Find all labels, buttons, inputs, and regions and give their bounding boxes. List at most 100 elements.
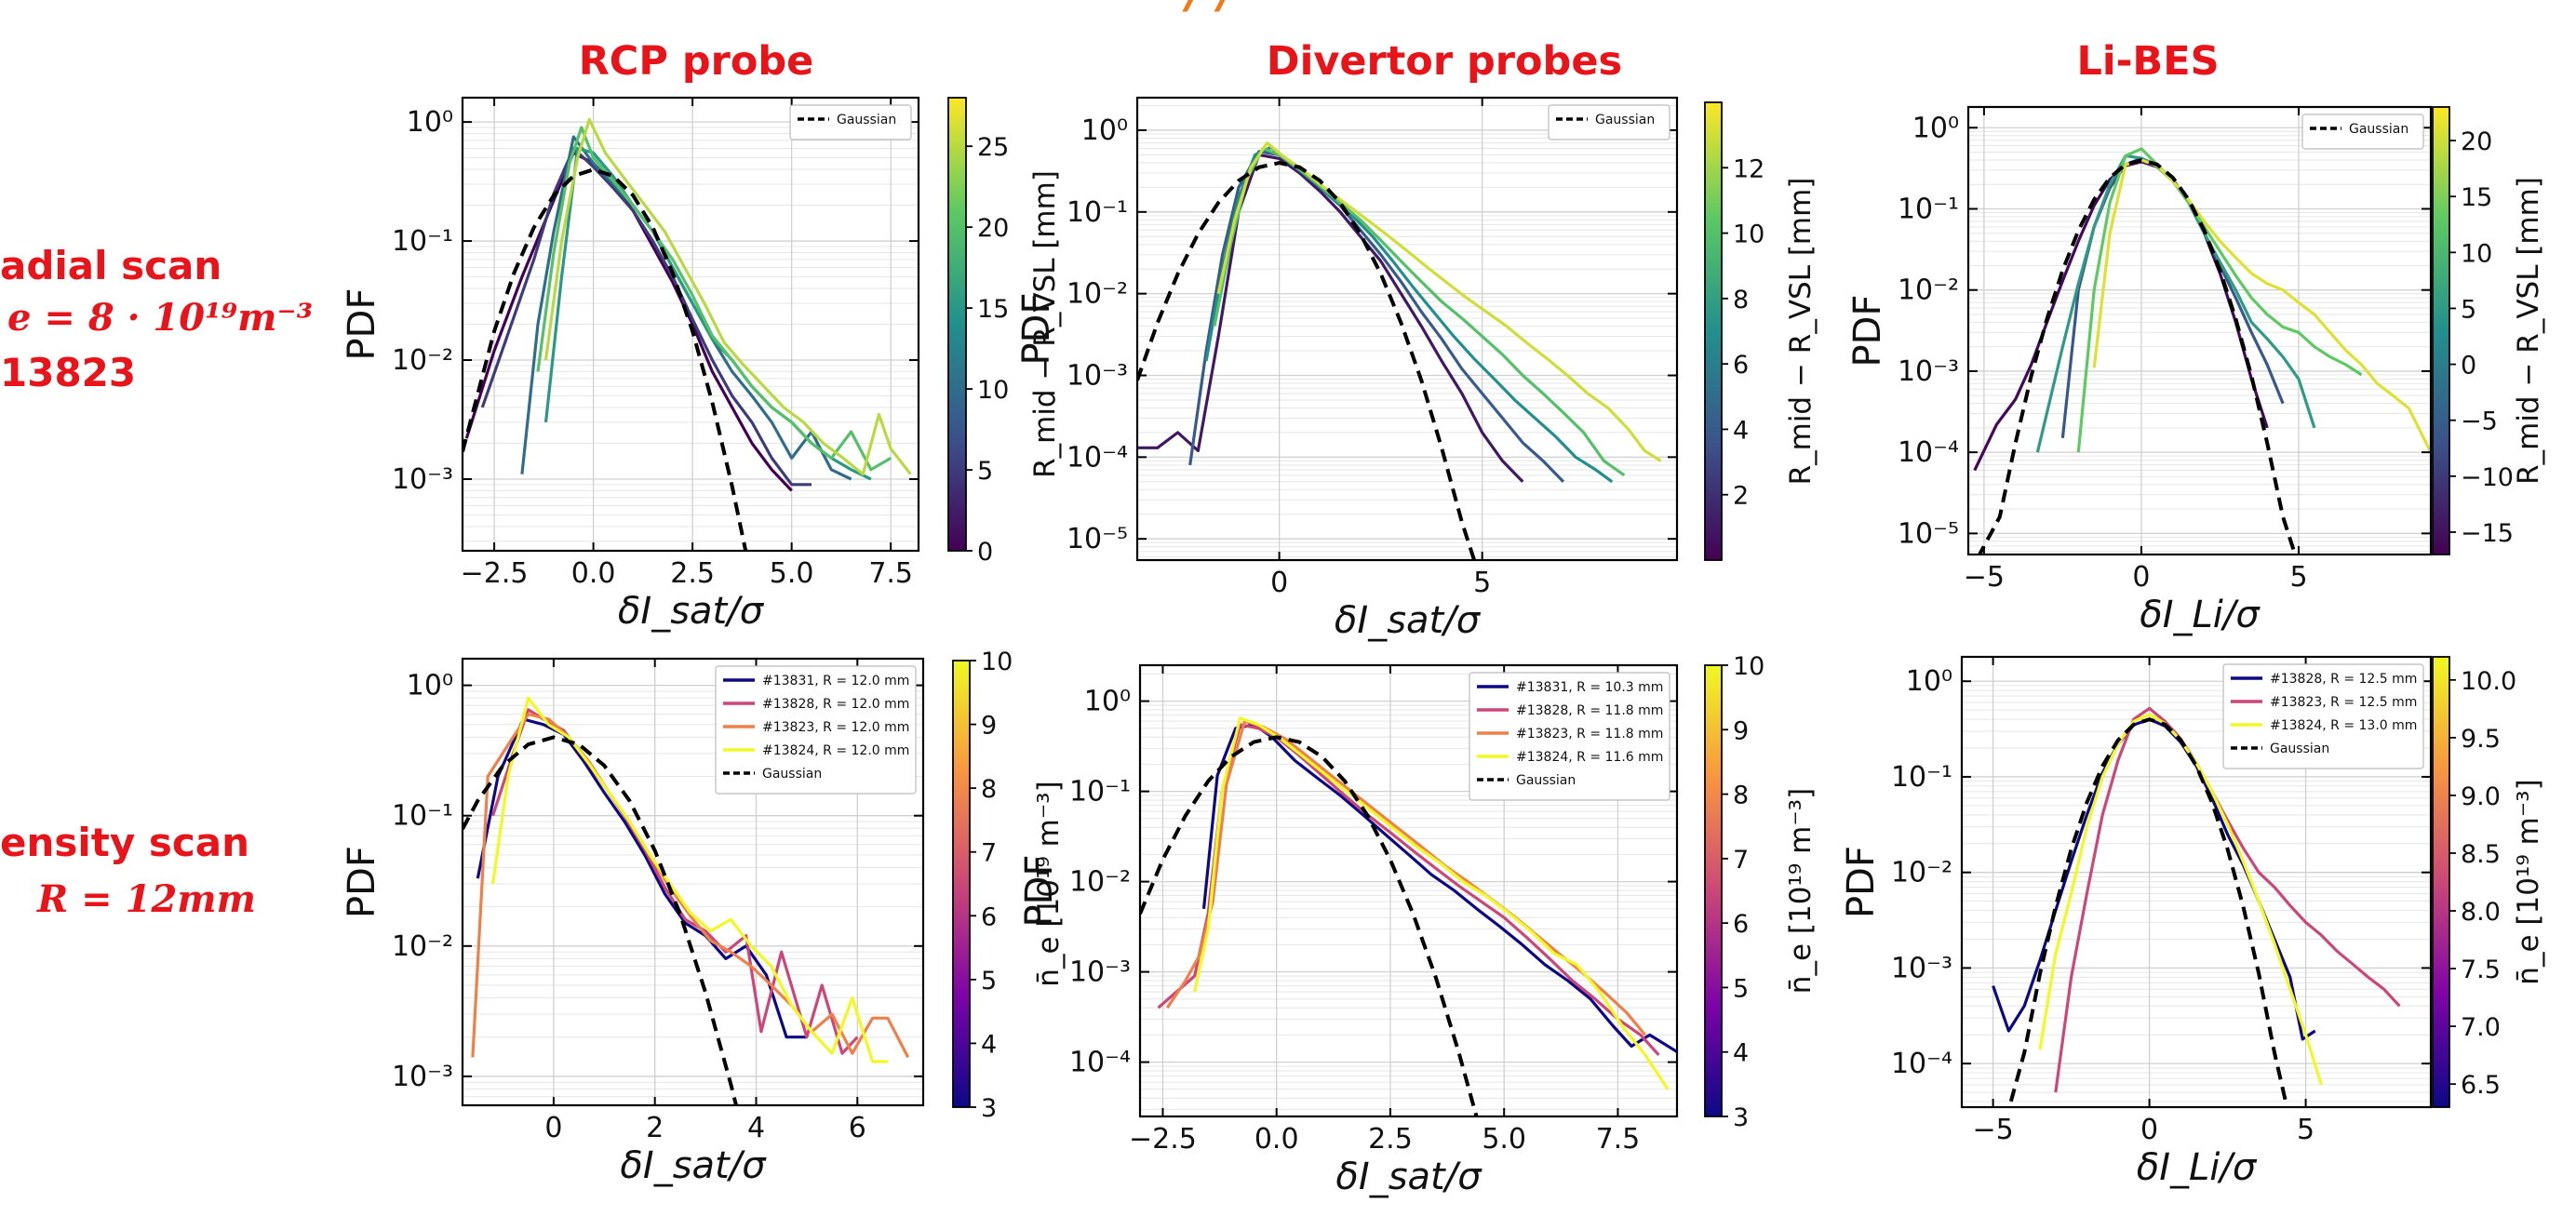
series-line: [543, 117, 912, 476]
series-line: [1193, 716, 1670, 1090]
series-line: [2076, 147, 2363, 453]
ticks-libes-radial: −5 0 5 10⁻⁵ 10⁻⁴ 10⁻³ 10⁻² 10⁻¹ 10⁰: [1898, 107, 2431, 594]
y-axis-label: PDF: [1015, 293, 1058, 366]
colorbar-tick-label: 7: [1733, 846, 1749, 875]
colorbar-gradient: [1704, 664, 1723, 1117]
series-line: [476, 717, 807, 1039]
colorbar-tick-label: 6: [1733, 910, 1749, 939]
y-tick-label: 10⁰: [407, 670, 453, 702]
y-tick-label: 10⁻³: [392, 1061, 453, 1093]
y-tick-label: 10⁰: [1081, 114, 1128, 147]
colorbar-tick-label: 8.0: [2461, 898, 2501, 927]
colorbar-tick-label: 8: [1733, 782, 1749, 810]
axes-frame: [461, 96, 920, 553]
y-tick-label: 10⁻⁵: [1898, 517, 1959, 550]
colorbar-tick-label: 8.5: [2461, 840, 2501, 869]
colorbar-tick-label: 10: [977, 376, 1009, 405]
colorbar-divertor-density: 3 4 5 6 7 8 9 10 n̄_e [10¹⁹ m⁻³]: [1704, 652, 1818, 1132]
legend-rcp-radial: Gaussian: [789, 104, 912, 140]
gaussian-line: [1140, 735, 1479, 1116]
legend-label: #13831, R = 12.0 mm: [762, 674, 909, 688]
legend-divertor-density: #13831, R = 10.3 mm #13828, R = 11.8 mm #1…: [1469, 672, 1670, 801]
colorbar-gradient: [1704, 101, 1723, 561]
x-tick-label: 6: [849, 1112, 866, 1144]
x-tick-label: 0: [2132, 561, 2150, 594]
colorbar-tick-label: 8: [1733, 286, 1749, 314]
colorbar-tick-label: 0: [977, 538, 993, 567]
slide-title: / /: [1182, 0, 1238, 19]
colorbar-tick-label: 10: [1733, 220, 1764, 249]
y-tick-label: 10⁻²: [392, 344, 453, 377]
panel-libes-radial: −5 0 5 10⁻⁵ 10⁻⁴ 10⁻³ 10⁻² 10⁻¹ 10⁰ δI_Li/σ PDF Gau…: [1846, 105, 2545, 636]
series-line: [1137, 153, 1524, 483]
y-tick-label: 10⁻³: [1898, 355, 1959, 388]
grid-libes-radial: [1968, 107, 2431, 555]
colorbar-tick-label: 20: [2461, 127, 2492, 156]
colorbar-gradient: [947, 97, 967, 552]
y-tick-label: 10⁻⁴: [1069, 1047, 1131, 1079]
legend-libes-radial: Gaussian: [2301, 114, 2424, 150]
x-axis-label: δI_sat/σ: [1335, 1156, 1483, 1198]
legend-box: [715, 665, 917, 795]
colorbar-tick-label: 10: [2461, 239, 2492, 268]
x-tick-label: 0: [544, 1112, 562, 1144]
colorbar-label: R_mid − R_VSL [mm]: [1028, 170, 1062, 478]
row-label-radial-3: 13823: [0, 350, 136, 395]
colorbar-tick-label: 5: [2461, 295, 2476, 324]
y-tick-label: 10⁻¹: [392, 800, 453, 833]
axes-frame: [1135, 96, 1679, 562]
colorbar-tick-label: 10.0: [2461, 667, 2516, 696]
panel-rcp-radial: −2.5 0.0 2.5 5.0 7.5 10⁻³ 10⁻² 10⁻¹ 10⁰ δI_sat/σ P…: [341, 96, 1062, 633]
axes-frame: [1960, 655, 2433, 1109]
x-axis-label: δI_Li/σ: [2137, 1146, 2258, 1189]
colorbar-tick-label: 7.0: [2461, 1013, 2501, 1042]
x-tick-label: 2: [646, 1112, 664, 1144]
row-label-density-1: ensity scan: [0, 820, 249, 865]
colorbar-gradient: [952, 660, 971, 1108]
grid-libes-density: [1962, 657, 2431, 1107]
axes-frame: [1966, 105, 2433, 556]
colorbar-tick-label: 4: [981, 1030, 997, 1059]
y-tick-label: 10⁻²: [392, 930, 453, 963]
x-tick-label: 0.0: [571, 557, 616, 590]
colorbar-gradient: [2432, 106, 2450, 555]
colorbar-tick-label: 5: [1733, 974, 1749, 1003]
panel-divertor-density: −2.5 0.0 2.5 5.0 7.5 10⁻⁴ 10⁻³ 10⁻² 10⁻¹ 10⁰ δI_sa…: [1018, 652, 1818, 1198]
legend-box: [789, 104, 912, 140]
y-tick-label: 10⁻³: [392, 463, 453, 496]
gaussian-line: [463, 735, 739, 1105]
y-tick-label: 10⁻⁴: [1891, 1048, 1952, 1080]
legend-label: #13828, R = 11.8 mm: [1516, 703, 1663, 718]
colorbar-label: R_mid − R_VSL [mm]: [2512, 177, 2545, 485]
x-tick-label: 0: [1270, 567, 1288, 599]
colorbar-tick-label: 9: [981, 712, 997, 741]
legend-label: Gaussian: [2349, 122, 2408, 137]
series-group-divertor-density: [1140, 716, 1677, 1116]
colorbar-tick-label: 0: [2461, 352, 2476, 381]
x-tick-label: −2.5: [1129, 1123, 1197, 1156]
legend-label: #13824, R = 11.6 mm: [1516, 750, 1663, 765]
legend-libes-density: #13828, R = 12.5 mm #13823, R = 12.5 mm #1…: [2222, 663, 2424, 769]
y-tick-label: 10⁻⁵: [1067, 523, 1128, 555]
ticks-rcp-density: 0 2 4 6 10⁻³ 10⁻² 10⁻¹ 10⁰: [392, 659, 923, 1144]
x-tick-label: 2.5: [670, 557, 715, 590]
series-line: [1188, 150, 1565, 483]
y-tick-label: 10⁻³: [1069, 956, 1131, 989]
legend-label: #13823, R = 11.8 mm: [1516, 727, 1663, 742]
y-tick-label: 10⁻⁴: [1067, 441, 1128, 474]
y-tick-label: 10⁰: [1912, 112, 1959, 144]
y-tick-label: 10⁻²: [1067, 278, 1128, 311]
row-label-radial-2: e = 8 · 10¹⁹m⁻³: [7, 296, 313, 340]
axes-frame: [461, 657, 925, 1107]
series-line: [2054, 706, 2401, 1093]
y-tick-label: 10⁻⁴: [1898, 436, 1959, 469]
colorbar-tick-label: 15: [2461, 183, 2492, 212]
series-line: [536, 126, 892, 472]
column-title-divertor: Divertor probes: [1267, 38, 1622, 85]
x-tick-label: 5.0: [1482, 1123, 1526, 1156]
gaussian-line: [2007, 717, 2289, 1107]
colorbar-tick-label: 8: [981, 775, 997, 804]
column-title-rcp: RCP probe: [579, 38, 814, 85]
colorbar-gradient: [2432, 656, 2450, 1108]
panel-rcp-density: 0 2 4 6 10⁻³ 10⁻² 10⁻¹ 10⁰ δI_sat/σ PDF #13831, R …: [341, 648, 1066, 1187]
